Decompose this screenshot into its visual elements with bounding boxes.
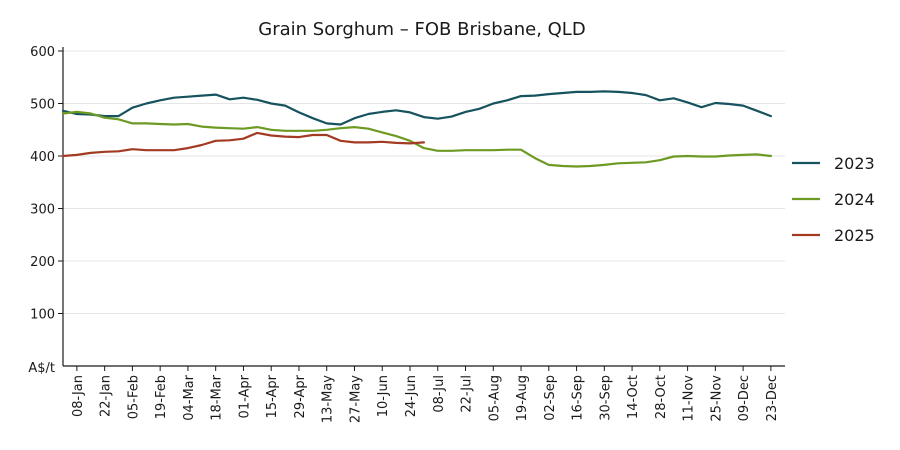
x-tick-label: 22-Jul [460, 375, 475, 413]
x-tick-label: 30-Sep [598, 375, 613, 421]
x-tick-label: 05-Aug [487, 375, 502, 421]
series-line-2024 [61, 110, 773, 168]
x-tick-label: 02-Sep [543, 375, 558, 421]
y-tick-label: 200 [30, 255, 55, 270]
x-tick-label: 19-Feb [154, 375, 169, 419]
x-tick-label: 09-Dec [737, 375, 752, 421]
x-tick-label: 22-Jan [99, 375, 114, 417]
x-tick-label: 08-Jan [71, 375, 86, 417]
legend-label-2025: 2025 [834, 226, 875, 245]
y-tick-label: 500 [30, 98, 55, 113]
x-tick-label: 08-Jul [432, 375, 447, 413]
x-tick-label: 28-Oct [654, 375, 669, 419]
y-tick-label: 400 [30, 150, 55, 165]
x-tick-label: 10-Jun [376, 375, 391, 417]
y-axis-unit-label: A$/t [28, 361, 55, 376]
x-axis: 08-Jan 22-Jan 05-Feb 19-Feb 04-Mar 18-Mar 01-A… [63, 365, 785, 423]
x-tick-label: 24-Jun [404, 375, 419, 417]
x-tick-label: 18-Mar [210, 374, 225, 420]
x-tick-label: 15-Apr [265, 374, 280, 418]
legend: 2023 2024 2025 [792, 154, 875, 245]
legend-label-2024: 2024 [834, 190, 875, 209]
chart-title: Grain Sorghum – FOB Brisbane, QLD [258, 19, 585, 40]
series-line-2025 [61, 131, 425, 158]
x-tick-label: 29-Apr [293, 374, 308, 418]
x-tick-label: 14-Oct [626, 375, 641, 419]
x-tick-label: 19-Aug [515, 375, 530, 421]
x-tick-label: 01-Apr [237, 374, 252, 418]
y-axis: 600 500 400 300 200 100 A$/t [28, 45, 64, 376]
x-tick-label: 04-Mar [182, 374, 197, 420]
y-tick-label: 300 [30, 203, 55, 218]
gridlines [63, 50, 785, 314]
x-tick-label: 05-Feb [126, 375, 141, 419]
x-tick-label: 25-Nov [709, 375, 724, 422]
series-line-2023 [61, 90, 773, 126]
y-tick-label: 100 [30, 308, 55, 323]
legend-label-2023: 2023 [834, 154, 875, 173]
x-tick-label: 16-Sep [571, 375, 586, 421]
x-tick-label: 27-May [348, 375, 363, 423]
y-tick-label: 600 [30, 45, 55, 60]
x-tick-label: 23-Dec [765, 375, 780, 421]
series-group [61, 90, 773, 168]
x-tick-label: 11-Nov [682, 375, 697, 422]
x-tick-label: 13-May [321, 375, 336, 423]
